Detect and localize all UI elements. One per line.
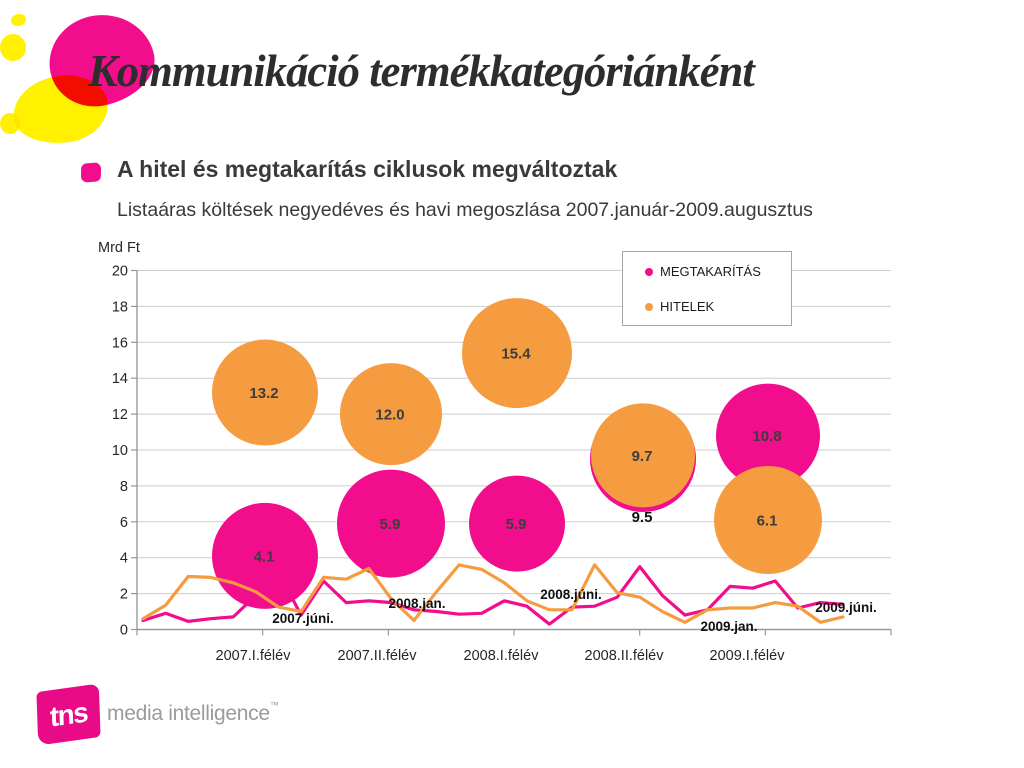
bullet-marker xyxy=(80,162,102,183)
tns-logo: tns xyxy=(36,683,101,746)
bubble-value-hitelek: 12.0 xyxy=(375,407,404,424)
bubble-value-hitelek: 15.4 xyxy=(501,346,531,363)
tns-logo-text: tns xyxy=(49,695,88,733)
bubble-megtakaritas xyxy=(469,475,565,572)
bubble-hitelek xyxy=(212,339,318,446)
x-category-label: 2009.I.félév xyxy=(710,648,786,664)
bubble-value-hitelek: 6.1 xyxy=(757,513,778,530)
legend-label: HITELEK xyxy=(660,299,715,314)
y-tick-label: 6 xyxy=(120,515,128,531)
line-annotation: 2008.júni. xyxy=(540,587,602,602)
bubble-value-hitelek: 13.2 xyxy=(249,385,278,402)
slide-title: Kommunikáció termékkategóriánként xyxy=(88,45,755,96)
y-tick-label: 10 xyxy=(112,443,128,459)
line-annotation: 2008.jan. xyxy=(388,596,445,611)
y-tick-label: 16 xyxy=(112,335,128,351)
legend-dot-orange-icon xyxy=(645,302,653,311)
y-tick-label: 20 xyxy=(112,264,128,280)
bubble-megtakaritas xyxy=(716,383,820,488)
monthly-line xyxy=(141,563,845,624)
bubble-hitelek xyxy=(591,403,695,508)
bubble-hitelek xyxy=(462,298,572,409)
y-tick-label: 14 xyxy=(112,371,128,387)
bubble-value-megtakaritas: 5.9 xyxy=(506,516,527,533)
y-tick-label: 0 xyxy=(120,623,128,639)
x-category-label: 2007.I.félév xyxy=(216,648,292,664)
y-axis-title: Mrd Ft xyxy=(98,240,140,256)
trademark-mark: ™ xyxy=(269,700,279,710)
bubble-megtakaritas xyxy=(212,502,318,609)
decor-yellow-dot-medium xyxy=(0,34,26,61)
bubble-value-megtakaritas: 9.5 xyxy=(632,509,653,526)
decor-yellow-dot-bottom xyxy=(0,113,20,134)
line-annotation: 2009.júni. xyxy=(815,600,877,615)
legend-item-hitelek: HITELEK xyxy=(645,299,714,314)
legend-label: MEGTAKARÍTÁS xyxy=(660,264,761,279)
y-tick-label: 18 xyxy=(112,299,128,315)
x-category-label: 2008.II.félév xyxy=(585,648,665,664)
bubble-megtakaritas xyxy=(337,469,445,578)
bubble-value-hitelek: 9.7 xyxy=(632,448,653,465)
x-category-label: 2007.II.félév xyxy=(338,648,418,664)
logo-caption-text: media intelligence xyxy=(107,702,270,725)
y-tick-label: 12 xyxy=(112,407,128,423)
logo-caption: media intelligence™ xyxy=(107,700,279,726)
legend-dot-magenta-icon xyxy=(645,267,653,276)
bubble-value-megtakaritas: 4.1 xyxy=(254,548,275,565)
y-tick-label: 2 xyxy=(120,587,128,603)
y-tick-label: 8 xyxy=(120,479,128,495)
line-annotation: 2007.júni. xyxy=(272,611,334,626)
slide-heading: A hitel és megtakarítás ciklusok megvált… xyxy=(117,156,618,182)
bubble-value-megtakaritas: 5.9 xyxy=(380,516,401,533)
y-tick-label: 4 xyxy=(120,551,128,567)
x-category-label: 2008.I.félév xyxy=(464,648,540,664)
monthly-line xyxy=(141,565,845,626)
legend-item-megtakaritas: MEGTAKARÍTÁS xyxy=(645,264,761,279)
bubble-hitelek xyxy=(714,466,822,575)
line-annotation: 2009.jan. xyxy=(700,619,757,634)
bubble-value-megtakaritas: 10.8 xyxy=(752,428,781,445)
chart-subtitle: Listaáras költések negyedéves és havi me… xyxy=(117,199,813,221)
bubble-hitelek xyxy=(340,363,442,466)
chart-legend: MEGTAKARÍTÁS HITELEK xyxy=(622,251,792,326)
